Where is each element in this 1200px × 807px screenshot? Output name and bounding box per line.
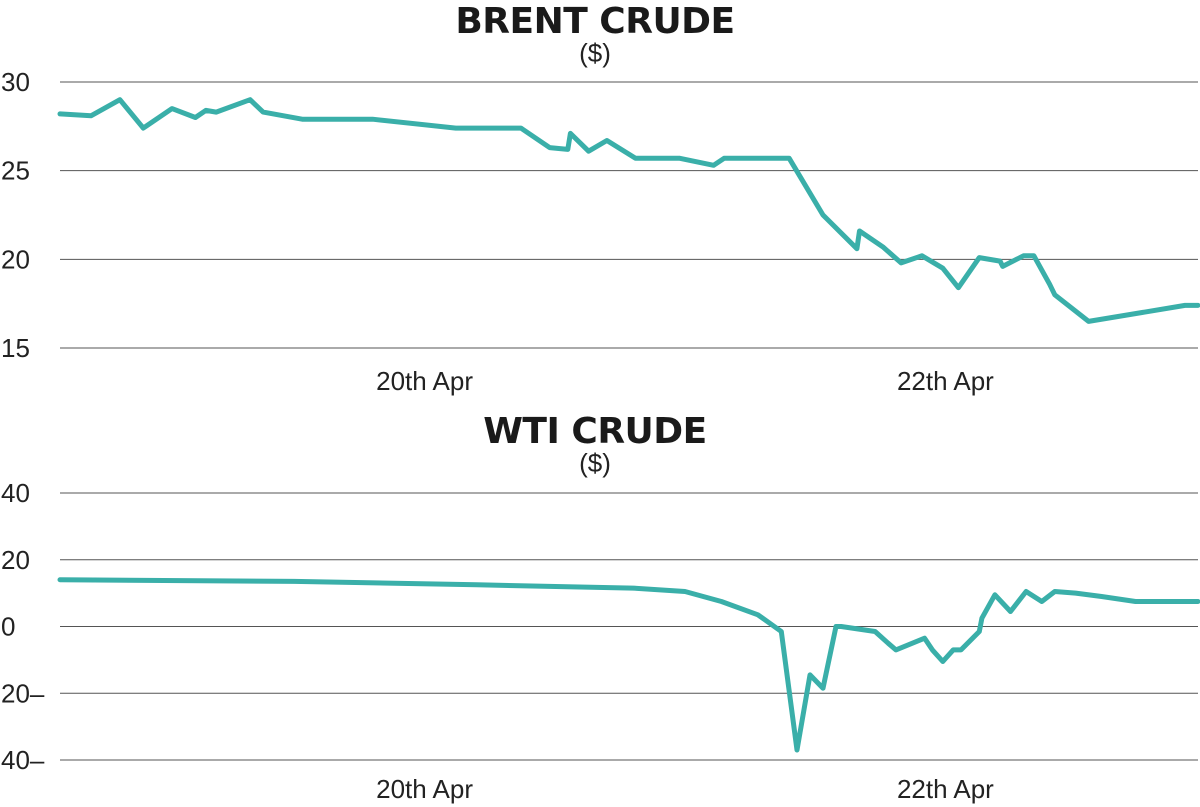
- brent-price-series-line: [57, 97, 1200, 324]
- brent-x-tick-label: 22th Apr: [897, 366, 994, 396]
- brent-chart-subtitle: ($): [579, 38, 611, 68]
- wti-chart-subtitle: ($): [579, 448, 611, 478]
- wti-crude-chart: WTI CRUDE ($) 40 20 0 20– 40– 20th Apr 22th Ap…: [0, 410, 1200, 807]
- wti-x-tick-label: 20th Apr: [376, 774, 473, 804]
- wti-y-tick-label: 0: [1, 612, 15, 642]
- brent-y-tick-label: 20: [1, 244, 30, 274]
- brent-y-tick-label: 15: [1, 333, 30, 363]
- brent-x-tick-label: 20th Apr: [376, 366, 473, 396]
- wti-y-tick-label: 40: [1, 478, 30, 508]
- brent-crude-chart: BRENT CRUDE ($) 30 25 20 15 20th Apr 22th Apr: [0, 0, 1200, 400]
- wti-chart-plot: 40 20 0 20– 40– 20th Apr 22th Apr: [1, 478, 1200, 804]
- wti-x-tick-label: 22th Apr: [897, 774, 994, 804]
- wti-y-tick-label: 20–: [1, 678, 45, 708]
- brent-chart-title: BRENT CRUDE: [455, 1, 735, 42]
- brent-chart-plot: 30 25 20 15 20th Apr 22th Apr: [1, 67, 1200, 396]
- wti-price-series-line: [57, 577, 1200, 753]
- brent-y-tick-label: 25: [1, 156, 30, 186]
- wti-y-tick-label: 40–: [1, 745, 45, 775]
- wti-chart-title: WTI CRUDE: [483, 411, 707, 452]
- wti-y-tick-label: 20: [1, 545, 30, 575]
- brent-y-tick-label: 30: [1, 67, 30, 97]
